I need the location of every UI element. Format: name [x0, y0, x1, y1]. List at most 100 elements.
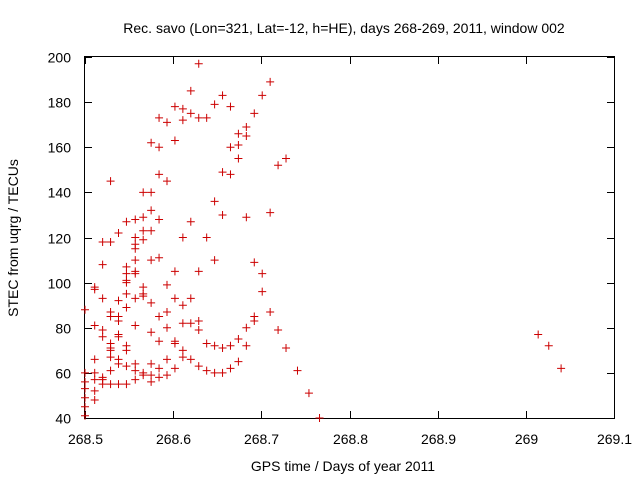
data-point-marker: [139, 235, 148, 244]
data-point-marker: [210, 256, 219, 265]
data-point-marker: [81, 384, 89, 393]
data-point-marker: [155, 113, 164, 122]
data-point-marker: [131, 244, 140, 253]
data-point-marker: [194, 113, 203, 122]
data-point-marker: [155, 143, 164, 152]
data-point-marker: [186, 109, 195, 118]
data-point-marker: [170, 339, 179, 348]
data-point-marker: [122, 289, 131, 298]
data-point-marker: [282, 154, 291, 163]
data-point-marker: [122, 262, 131, 271]
data-point-marker: [106, 366, 115, 375]
data-point-marker: [282, 344, 291, 353]
data-point-marker: [242, 131, 251, 140]
data-point-marker: [81, 411, 89, 420]
x-tick-label: 268.9: [421, 431, 456, 447]
data-point-marker: [194, 59, 203, 68]
y-axis: 40 60 80 100 120 140 160 180 200: [48, 50, 614, 427]
x-tick-label: 269.1: [597, 431, 632, 447]
data-point-marker: [147, 328, 156, 337]
data-point-marker: [234, 335, 243, 344]
data-point-marker: [226, 341, 235, 350]
data-point-marker: [234, 154, 243, 163]
data-point-marker: [90, 355, 99, 364]
data-point-marker: [139, 371, 148, 380]
data-point-marker: [293, 366, 302, 375]
data-point-marker: [90, 285, 99, 294]
data-point-marker: [315, 414, 324, 422]
x-tick-label: 268.5: [68, 431, 103, 447]
y-axis-label: STEC from uqrg / TECUs: [5, 159, 21, 317]
data-point-marker: [131, 215, 140, 224]
data-point-marker: [178, 353, 187, 362]
data-point-marker: [226, 143, 235, 152]
data-point-marker: [122, 380, 131, 389]
data-point-marker: [194, 362, 203, 371]
data-point-marker: [202, 366, 211, 375]
data-point-marker: [155, 312, 164, 321]
data-series: [81, 59, 566, 422]
data-point-marker: [81, 377, 89, 386]
data-point-marker: [266, 307, 275, 316]
data-point-marker: [122, 346, 131, 355]
data-point-marker: [81, 368, 89, 377]
data-point-marker: [122, 278, 131, 287]
data-point-marker: [98, 326, 107, 335]
data-point-marker: [557, 364, 566, 373]
data-point-marker: [170, 364, 179, 373]
data-point-marker: [90, 375, 99, 384]
data-point-marker: [226, 170, 235, 179]
data-point-marker: [122, 362, 131, 371]
data-point-marker: [131, 366, 140, 375]
data-point-marker: [258, 287, 267, 296]
data-point-marker: [162, 355, 171, 364]
y-tick-label: 120: [48, 231, 72, 247]
data-point-marker: [234, 357, 243, 366]
data-point-marker: [170, 294, 179, 303]
data-point-marker: [147, 359, 156, 368]
data-point-marker: [90, 395, 99, 404]
data-point-marker: [155, 337, 164, 346]
y-tick-label: 180: [48, 95, 72, 111]
x-tick-label: 268.8: [333, 431, 368, 447]
data-point-marker: [170, 267, 179, 276]
data-point-marker: [155, 364, 164, 373]
data-point-marker: [226, 364, 235, 373]
data-point-marker: [106, 353, 115, 362]
data-point-marker: [131, 294, 140, 303]
data-point-marker: [210, 368, 219, 377]
plot-frame: [84, 56, 615, 419]
x-tick-label: 268.7: [244, 431, 279, 447]
x-axis: 268.5 268.6 268.7 268.8 268.9 269 269.1: [68, 57, 632, 447]
y-tick-label: 60: [55, 366, 71, 382]
data-point-marker: [170, 102, 179, 111]
y-tick-label: 40: [55, 411, 71, 427]
data-point-marker: [147, 226, 156, 235]
x-axis-label: GPS time / Days of year 2011: [251, 458, 435, 474]
data-point-marker: [210, 197, 219, 206]
data-point-marker: [162, 280, 171, 289]
data-point-marker: [114, 296, 123, 305]
data-point-marker: [162, 177, 171, 186]
data-point-marker: [139, 292, 148, 301]
data-point-marker: [234, 129, 243, 138]
data-point-marker: [147, 298, 156, 307]
data-point-marker: [162, 118, 171, 127]
data-point-marker: [122, 269, 131, 278]
data-point-marker: [147, 206, 156, 215]
data-point-marker: [274, 326, 283, 335]
data-point-marker: [98, 238, 107, 247]
data-point-marker: [202, 233, 211, 242]
data-point-marker: [186, 217, 195, 226]
data-point-marker: [90, 321, 99, 330]
data-point-marker: [106, 177, 115, 186]
y-tick-label: 140: [48, 185, 72, 201]
data-point-marker: [147, 138, 156, 147]
data-point-marker: [178, 116, 187, 125]
data-point-marker: [226, 102, 235, 111]
data-point-marker: [90, 386, 99, 395]
data-point-marker: [202, 113, 211, 122]
data-point-marker: [178, 104, 187, 113]
data-point-marker: [122, 217, 131, 226]
